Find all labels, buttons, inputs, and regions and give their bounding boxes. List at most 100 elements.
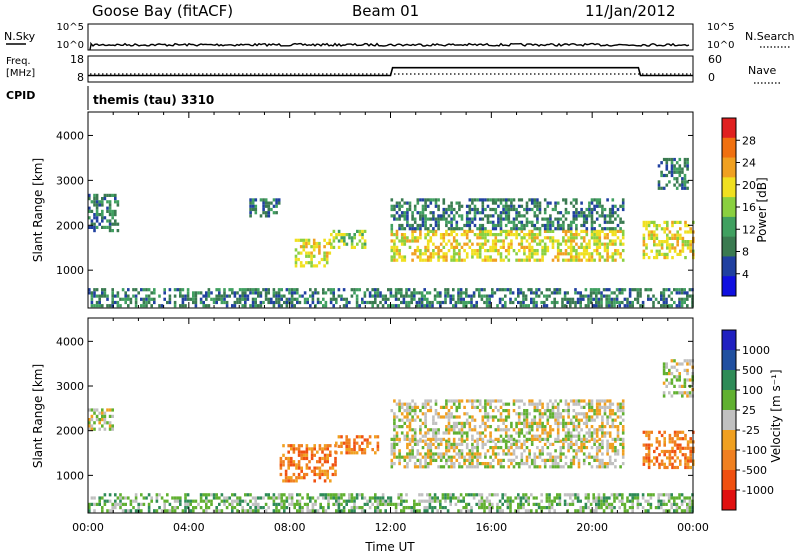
heatmap-cell (173, 288, 177, 292)
heatmap-cell (681, 236, 685, 240)
heatmap-cell (517, 249, 521, 253)
heatmap-cell (426, 462, 430, 466)
heatmap-cell (400, 258, 404, 262)
heatmap-cell (434, 252, 438, 256)
heatmap-cell (322, 297, 325, 301)
heatmap-cell (225, 300, 229, 305)
heatmap-cell (642, 236, 646, 240)
heatmap-cell (467, 300, 471, 305)
heatmap-cell (680, 509, 684, 513)
heatmap-cell (504, 418, 508, 422)
heatmap-cell (184, 499, 187, 503)
heatmap-cell (288, 502, 291, 506)
heatmap-cell (621, 236, 625, 240)
heatmap-cell (429, 229, 433, 233)
heatmap-cell (580, 252, 583, 256)
heatmap-cell (455, 239, 459, 243)
heatmap-cell (470, 294, 473, 298)
heatmap-cell (504, 428, 508, 432)
heatmap-cell (585, 421, 589, 425)
heatmap-cell (478, 291, 481, 295)
heatmap-cell (512, 217, 516, 221)
heatmap-cell (613, 300, 616, 305)
heatmap-cell (450, 245, 453, 249)
heatmap-cell (537, 288, 541, 292)
heatmap-cell (463, 412, 466, 416)
heatmap-cell (335, 509, 338, 513)
heatmap-cell (551, 220, 555, 224)
heatmap-cell (574, 493, 577, 497)
colorbar-swatch (722, 236, 736, 257)
heatmap-cell (207, 499, 211, 503)
heatmap-cell (374, 493, 377, 497)
heatmap-cell (489, 258, 492, 262)
heatmap-cell (432, 421, 435, 425)
heatmap-cell (549, 452, 552, 456)
heatmap-cell (577, 465, 581, 469)
heatmap-cell (577, 245, 581, 249)
heatmap-cell (561, 300, 564, 305)
heatmap-cell (471, 446, 474, 450)
heatmap-cell (449, 493, 452, 497)
heatmap-cell (678, 297, 681, 301)
heatmap-cell (363, 448, 367, 452)
heatmap-cell (517, 493, 520, 497)
heatmap-cell (442, 211, 446, 215)
heatmap-cell (376, 502, 380, 506)
heatmap-cell (545, 499, 549, 503)
heatmap-cell (420, 300, 424, 305)
heatmap-cell (665, 300, 668, 305)
heatmap-cell (611, 207, 615, 212)
heatmap-cell (434, 412, 438, 416)
heatmap-cell (522, 294, 525, 298)
heatmap-cell (590, 223, 594, 228)
heatmap-cell (114, 213, 117, 217)
heatmap-cell (452, 428, 456, 432)
heatmap-cell (305, 261, 308, 265)
heatmap-cell (426, 233, 430, 237)
heatmap-cell (395, 229, 399, 233)
velocity-heatmap (88, 359, 695, 513)
heatmap-cell (480, 294, 484, 298)
heatmap-cell (588, 462, 591, 466)
heatmap-cell (293, 506, 296, 510)
heatmap-cell (207, 294, 211, 298)
heatmap-cell (329, 297, 333, 301)
heatmap-cell (606, 462, 609, 466)
heatmap-cell (389, 496, 393, 500)
heatmap-cell (393, 258, 396, 262)
heatmap-cell (553, 300, 556, 305)
heatmap-cell (447, 227, 451, 231)
heatmap-cell (455, 252, 459, 256)
heatmap-cell (671, 462, 674, 466)
heatmap-cell (567, 227, 570, 231)
heatmap-cell (546, 446, 550, 450)
colorbar-swatch (722, 390, 736, 411)
heatmap-cell (384, 509, 387, 513)
heatmap-cell (514, 496, 517, 500)
heatmap-cell (614, 418, 617, 422)
heatmap-cell (590, 455, 594, 459)
heatmap-cell (321, 456, 324, 461)
heatmap-cell (678, 384, 681, 388)
heatmap-cell (293, 291, 296, 295)
heatmap-cell (507, 245, 511, 249)
heatmap-cell (103, 225, 107, 229)
heatmap-cell (484, 434, 487, 438)
heatmap-cell (572, 236, 576, 240)
heatmap-cell (393, 255, 396, 259)
heatmap-cell (249, 201, 252, 205)
heatmap-cell (567, 415, 570, 419)
heatmap-cell (593, 204, 596, 208)
heatmap-cell (374, 496, 377, 500)
heatmap-cell (312, 245, 316, 249)
heatmap-cell (515, 227, 518, 231)
heatmap-cell (460, 437, 464, 441)
heatmap-cell (554, 204, 557, 208)
heatmap-cell (93, 213, 96, 217)
heatmap-cell (275, 496, 278, 500)
heatmap-cell (444, 499, 447, 503)
heatmap-cell (421, 455, 425, 459)
heatmap-cell (567, 402, 570, 406)
heatmap-cell (519, 304, 523, 308)
